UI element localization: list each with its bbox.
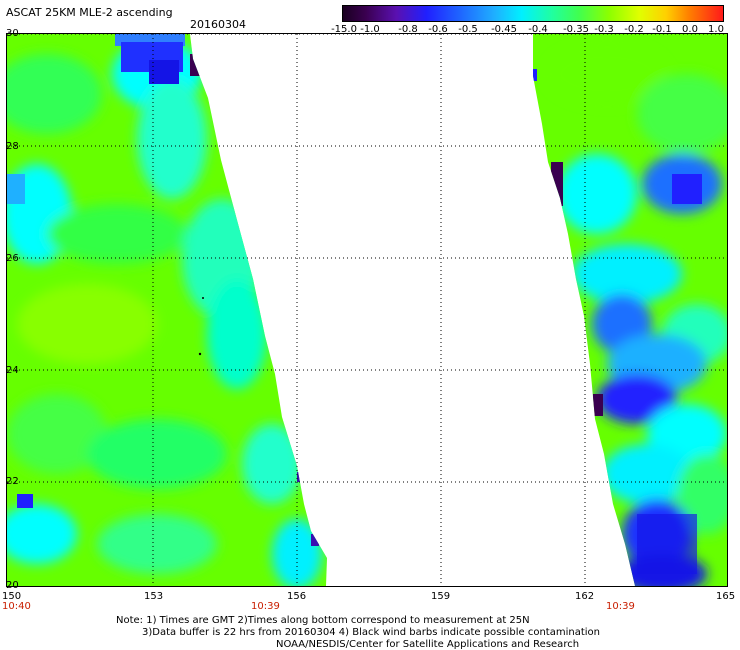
lat-label: 28 xyxy=(6,141,19,152)
colorbar-tick: -0.3 xyxy=(594,24,614,35)
lon-label: 159 xyxy=(431,591,451,602)
wind-barb-dot xyxy=(202,297,204,299)
colorbar-svg xyxy=(343,6,723,21)
west-swath xyxy=(7,34,327,586)
lat-lon-grid xyxy=(7,34,727,586)
colorbar-tick: -15.0 xyxy=(331,24,357,35)
swath-map xyxy=(6,33,728,587)
footnote-line: NOAA/NESDIS/Center for Satellite Applica… xyxy=(276,639,580,650)
colorbar-tick: -0.6 xyxy=(428,24,448,35)
east-swath xyxy=(533,34,727,586)
lon-label: 162 xyxy=(575,591,595,602)
lat-label: 30 xyxy=(6,28,19,39)
colorbar-gradient xyxy=(343,6,723,21)
time-label: 10:39 xyxy=(251,601,280,612)
lat-label: 22 xyxy=(6,476,19,487)
footnote-line: Note: 1) Times are GMT 2)Times along bot… xyxy=(116,615,530,626)
lat-label: 26 xyxy=(6,253,19,264)
colorbar-tick: -0.5 xyxy=(458,24,478,35)
colorbar-tick: -0.35 xyxy=(563,24,589,35)
colorbar-tick: -0.8 xyxy=(398,24,418,35)
colorbar-tick: -0.1 xyxy=(652,24,672,35)
lon-label: 156 xyxy=(287,591,307,602)
lat-label: 20 xyxy=(6,580,19,591)
colorbar-tick: -0.4 xyxy=(528,24,548,35)
wind-barb-dot xyxy=(198,352,202,356)
colorbar-tick: 0.0 xyxy=(682,24,698,35)
product-title: ASCAT 25KM MLE-2 ascending xyxy=(6,6,173,19)
colorbar xyxy=(342,5,724,22)
lon-label: 153 xyxy=(144,591,164,602)
time-label: 10:40 xyxy=(2,601,31,612)
colorbar-tick: -0.45 xyxy=(491,24,517,35)
time-label: 10:39 xyxy=(606,601,635,612)
product-date: 20160304 xyxy=(190,18,246,31)
lon-label: 150 xyxy=(2,591,22,602)
lon-label: 165 xyxy=(716,591,736,602)
footnote-line: 3)Data buffer is 22 hrs from 20160304 4)… xyxy=(142,627,600,638)
colorbar-tick: -0.2 xyxy=(624,24,644,35)
lat-label: 24 xyxy=(6,365,19,376)
colorbar-tick: -1.0 xyxy=(360,24,380,35)
colorbar-tick: 1.0 xyxy=(708,24,724,35)
colorbar-ticks: -15.0 -1.0 -0.8 -0.6 -0.5 -0.45 -0.4 -0.… xyxy=(331,24,724,36)
swath-map-svg xyxy=(7,34,727,586)
